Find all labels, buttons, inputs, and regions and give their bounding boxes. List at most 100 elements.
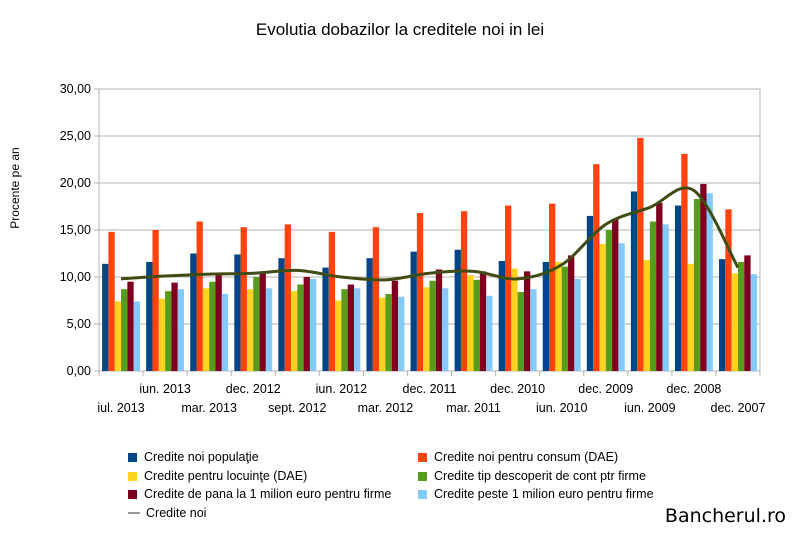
bar [630,191,638,371]
x-tick-label: dec. 2007 [711,401,766,415]
bar [335,300,342,371]
bar [693,198,701,371]
x-tick-label: iun. 2012 [316,382,367,396]
bar [517,292,524,371]
x-tick-label: iun. 2009 [624,401,675,415]
bars [102,137,757,371]
x-tick-label: sept. 2012 [268,401,326,415]
bar [108,231,115,371]
legend-swatch [418,490,427,499]
bar [328,231,336,371]
bar [385,293,392,371]
bar [605,230,613,371]
x-tick-label: dec. 2008 [666,382,721,396]
bar [158,298,166,371]
bar [196,221,203,371]
y-tick-label: 20,00 [60,176,91,190]
bar [309,278,317,371]
bar [561,266,569,371]
bar [649,221,657,371]
bar [505,205,512,371]
bar [612,218,619,371]
bar [460,211,468,371]
bar [542,261,550,371]
bar [221,293,229,371]
bar [253,277,260,371]
legend-item: Credite noi [128,504,206,522]
bar [114,301,122,371]
x-tick-label: mar. 2013 [181,401,237,415]
bar [347,284,354,371]
bar [656,202,663,371]
legend-label: Credite tip descoperit de cont ptr firme [434,468,646,483]
bar [574,278,581,371]
x-tick-label: dec. 2012 [226,382,281,396]
bar [586,215,594,371]
bar [209,281,216,371]
y-tick-label: 5,00 [67,317,91,331]
bar [593,164,600,371]
bar [498,261,506,371]
x-tick-label: iul. 2013 [97,401,144,415]
legend-item: Credite peste 1 milion euro pentru firme [418,485,654,503]
bar [303,277,310,371]
bar [102,263,109,371]
x-tick-label: mar. 2011 [446,401,501,415]
bar [674,205,682,371]
bar [467,275,474,371]
bar [737,261,745,371]
legend-label: Credite noi populaţie [144,450,259,464]
bar [725,209,732,371]
bar [442,288,449,371]
x-tick-label: iun. 2013 [139,382,190,396]
bar [719,259,726,371]
bar [473,279,480,371]
legend-label: Credite noi [146,505,207,520]
watermark: Bancherul.ro [664,505,786,527]
axes: 0,00 5,00 10,00 15,00 20,00 25,00 30,00 iun. 20… [60,82,766,415]
x-tick-label: dec. 2011 [403,382,457,396]
bar [731,273,738,371]
line-series [120,186,740,282]
bar [568,255,575,371]
legend-item: Credite noi pentru consum (DAE) [418,448,618,466]
bar [322,267,329,371]
bar [750,274,757,371]
bar [618,243,625,371]
legend-swatch [128,490,137,499]
bar [152,230,159,371]
bar [706,193,713,371]
bar [744,255,751,371]
bar [530,289,537,371]
x-tick-label: dec. 2010 [490,382,545,396]
chart-title: Evolutia dobazilor la creditele noi in l… [255,20,545,39]
bar [599,244,606,371]
legend-item: Credite noi populaţie [128,448,259,466]
bar [290,291,298,371]
bar [643,260,650,371]
y-tick-label: 15,00 [60,223,91,237]
x-tick-label: dec. 2009 [578,382,633,396]
y-tick-label: 30,00 [60,82,91,96]
bar [177,289,185,371]
legend-swatch [128,453,137,462]
bar [165,291,172,371]
legend-label: Credite noi pentru consum (DAE) [434,450,619,464]
bar [190,253,197,371]
bar [435,269,443,371]
legend-item: Credite pentru locuinţe (DAE) [128,467,307,485]
bar [410,251,417,371]
legend-swatch [418,471,427,481]
y-tick-label: 25,00 [60,129,91,143]
bar [240,227,247,371]
bar [366,258,373,371]
bar [171,282,178,371]
legend-swatch [128,511,140,514]
y-axis-label: Procente pe an [8,147,22,229]
x-tick-label: mar. 2012 [358,401,414,415]
bar [284,224,291,371]
bar [454,249,461,371]
bar [479,271,487,371]
bar [700,183,707,371]
